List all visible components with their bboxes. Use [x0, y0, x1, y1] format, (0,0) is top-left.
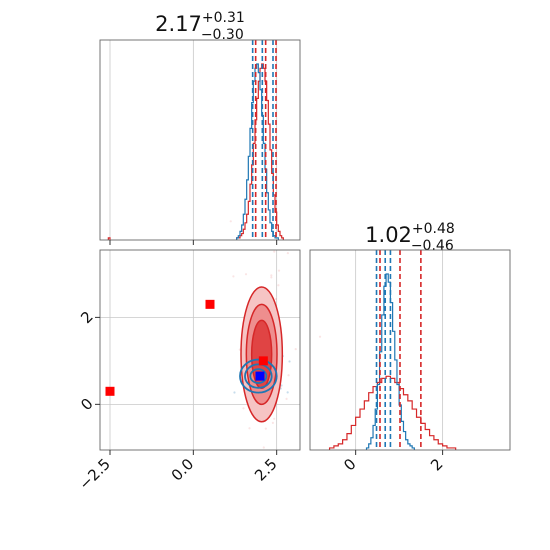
red-sample-point	[248, 427, 251, 430]
x-tick-label-2: 2.5	[251, 455, 281, 485]
x-tick-label-0: −2.5	[76, 455, 114, 493]
red-sample-point	[286, 252, 289, 255]
red-square-marker-0	[105, 386, 115, 396]
histogram-panel-param-0: 2.17+0.31 −0.30	[99, 10, 301, 245]
title-param-1-minus: −0.46	[411, 238, 454, 254]
blue-contour-level-0	[239, 358, 278, 394]
blue-sample-point	[288, 360, 291, 363]
blue-contour-level-1	[244, 363, 273, 389]
red-sample-point	[294, 348, 297, 351]
title-param-1-value: 1.02	[365, 223, 412, 247]
contour-panel: −2.5 0.0 2.5 0 2	[76, 202, 322, 493]
blue-sample-point	[233, 391, 236, 394]
red-sample-point	[287, 374, 290, 377]
red-sample-point	[270, 274, 273, 277]
red-sample-point	[242, 407, 245, 410]
red-square-marker-2	[258, 356, 268, 366]
x-tick-label-0: 0	[340, 455, 359, 474]
title-param-1: 1.02+0.48 −0.46	[365, 221, 455, 254]
title-param-0-value: 2.17	[155, 12, 202, 36]
red-sample-point	[277, 269, 281, 272]
blue-sample-point	[286, 391, 289, 394]
x-tick-label-1: 2	[427, 455, 446, 474]
title-param-0: 2.17+0.31 −0.30	[155, 10, 245, 43]
red-sample-point	[277, 284, 280, 287]
histogram-panel-param-1: 1.02+0.48 −0.46 0 2	[309, 221, 511, 474]
histogram-param-0-frame	[99, 39, 301, 241]
red-sample-point	[244, 273, 248, 276]
red-histogram-step	[328, 375, 457, 450]
y-tick-label-0: 0	[77, 395, 96, 414]
red-sample-point	[262, 446, 265, 449]
red-sample-point	[264, 427, 267, 430]
blue-square-marker-0	[255, 371, 265, 381]
x-tick-label-1: 0.0	[168, 455, 198, 485]
title-param-0-minus: −0.30	[201, 27, 244, 43]
red-sample-point	[232, 275, 235, 278]
red-sample-point	[252, 202, 255, 205]
red-sample-point	[270, 276, 273, 279]
red-histogram-outlier-bin	[107, 237, 111, 240]
histogram-param-1-frame	[309, 249, 511, 451]
red-square-marker-1	[205, 299, 215, 309]
blue-histogram-step	[236, 63, 279, 240]
y-tick-label-1: 2	[77, 308, 96, 327]
title-param-0-plus: +0.31	[202, 10, 245, 26]
blue-contour-level-2	[249, 368, 268, 384]
red-sample-point	[285, 397, 288, 400]
red-sample-point	[274, 297, 277, 301]
red-sample-point	[273, 417, 276, 420]
red-sample-point	[229, 220, 232, 223]
red-sample-point	[273, 250, 276, 253]
contour-frame	[99, 249, 301, 451]
red-sample-point	[318, 335, 322, 338]
title-param-1-plus: +0.48	[412, 221, 455, 237]
red-sample-point	[271, 421, 274, 424]
